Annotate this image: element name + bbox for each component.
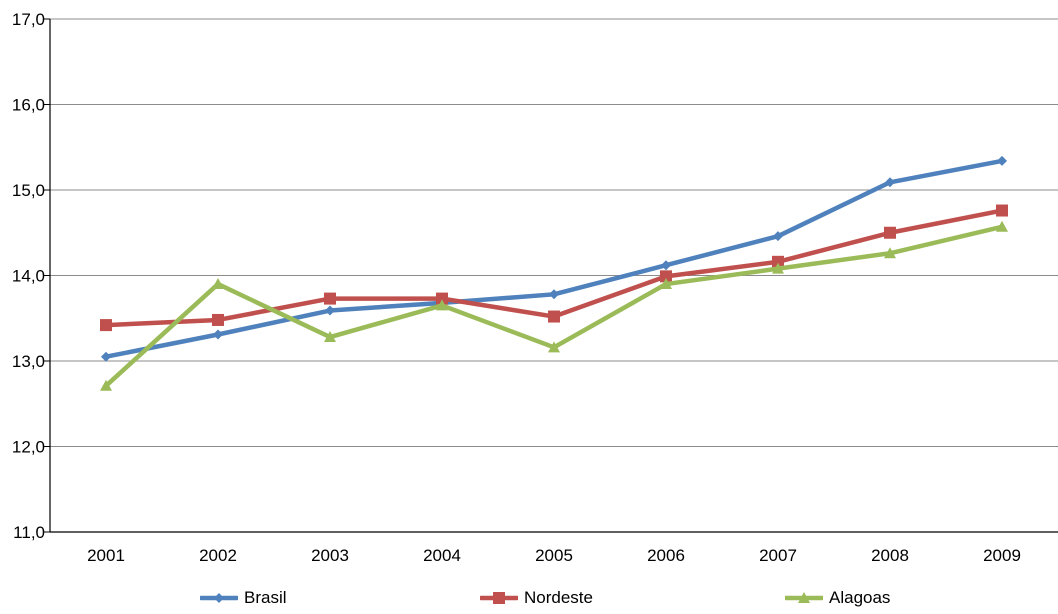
legend: Brasil Nordeste Alagoas bbox=[0, 588, 1058, 614]
data-point-nordeste bbox=[772, 255, 784, 268]
data-point-alagoas bbox=[660, 278, 672, 290]
x-tick-label: 2001 bbox=[87, 546, 125, 565]
grid-lines bbox=[50, 18, 1058, 447]
data-point-nordeste bbox=[660, 270, 672, 283]
x-tick-label: 2006 bbox=[647, 546, 685, 565]
y-tick-label: 14,0 bbox=[12, 267, 45, 286]
data-point-brasil bbox=[885, 177, 895, 188]
data-point-alagoas bbox=[100, 379, 112, 391]
y-axis-tick-labels: 11,0 12,0 13,0 14,0 15,0 16,0 17,0 bbox=[12, 10, 50, 542]
y-tick-label: 16,0 bbox=[12, 96, 45, 115]
data-point-nordeste bbox=[436, 292, 448, 305]
legend-marker-nordeste bbox=[493, 592, 505, 604]
data-point-brasil bbox=[549, 289, 559, 300]
data-point-alagoas bbox=[772, 262, 784, 274]
x-tick-label: 2002 bbox=[199, 546, 237, 565]
x-tick-label: 2008 bbox=[871, 546, 909, 565]
y-tick-label: 13,0 bbox=[12, 352, 45, 371]
x-tick-label: 2009 bbox=[983, 546, 1021, 565]
legend-swatch-brasil bbox=[200, 593, 238, 603]
x-tick-label: 2005 bbox=[535, 546, 573, 565]
legend-item-alagoas: Alagoas bbox=[785, 588, 890, 608]
data-point-brasil bbox=[325, 305, 335, 316]
data-point-brasil bbox=[213, 329, 223, 340]
series-brasil bbox=[101, 155, 1007, 362]
data-point-brasil bbox=[661, 260, 671, 271]
series-nordeste bbox=[100, 204, 1008, 332]
legend-item-brasil: Brasil bbox=[200, 588, 287, 608]
series-lines bbox=[100, 155, 1008, 391]
data-point-alagoas bbox=[996, 220, 1008, 232]
series-line-nordeste bbox=[103, 208, 1005, 328]
y-tick-label: 17,0 bbox=[12, 10, 45, 29]
x-axis-tick-labels: 2001 2002 2003 2004 2005 2006 2007 2008 2009 bbox=[87, 546, 1021, 565]
data-point-alagoas bbox=[324, 331, 336, 343]
legend-label: Nordeste bbox=[524, 588, 593, 607]
data-point-brasil bbox=[773, 231, 783, 242]
data-point-nordeste bbox=[212, 313, 224, 326]
data-point-alagoas bbox=[436, 299, 448, 311]
data-point-brasil bbox=[997, 155, 1007, 166]
axes bbox=[49, 19, 1058, 533]
legend-swatch-nordeste bbox=[480, 592, 518, 604]
legend-item-nordeste: Nordeste bbox=[480, 588, 593, 608]
data-point-nordeste bbox=[548, 310, 560, 323]
y-tick-label: 15,0 bbox=[12, 181, 45, 200]
data-point-alagoas bbox=[548, 341, 560, 353]
data-point-nordeste bbox=[324, 292, 336, 305]
data-point-brasil bbox=[101, 351, 111, 362]
y-tick-label: 11,0 bbox=[13, 523, 45, 542]
series-line-alagoas bbox=[103, 224, 1005, 389]
legend-marker-alagoas bbox=[798, 592, 810, 603]
data-point-nordeste bbox=[996, 204, 1008, 217]
legend-label: Alagoas bbox=[829, 588, 891, 607]
line-chart: 11,012,013,014,015,016,017,0 2001 2002 200… bbox=[12, 10, 1058, 565]
series-alagoas bbox=[100, 220, 1008, 391]
data-point-nordeste bbox=[884, 226, 896, 239]
legend-marker-brasil bbox=[214, 593, 224, 603]
data-point-alagoas bbox=[884, 247, 896, 259]
data-point-nordeste bbox=[100, 319, 112, 332]
legend-swatch-alagoas bbox=[785, 592, 823, 603]
x-tick-label: 2007 bbox=[759, 546, 797, 565]
y-tick-label: 12,0 bbox=[12, 438, 45, 457]
legend-label: Brasil bbox=[244, 588, 287, 607]
x-tick-label: 2004 bbox=[423, 546, 461, 565]
data-point-alagoas bbox=[212, 278, 224, 290]
x-tick-label: 2003 bbox=[311, 546, 349, 565]
